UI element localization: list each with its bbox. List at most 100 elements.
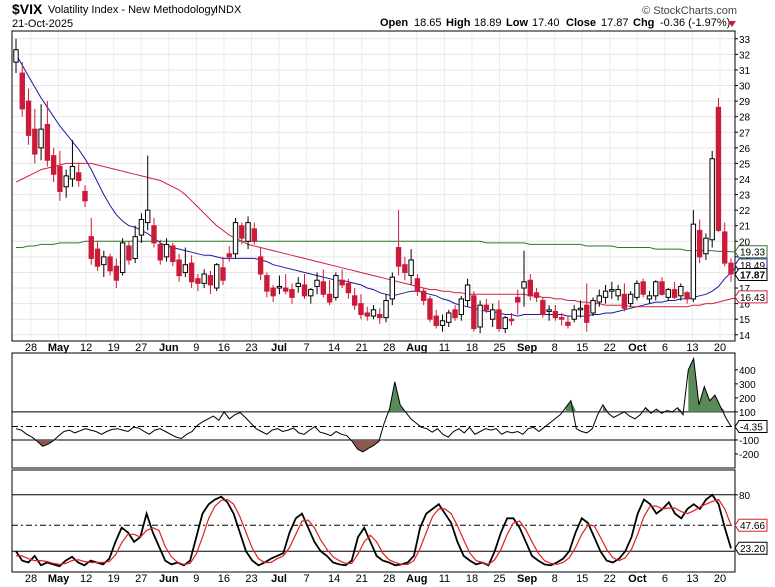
- candle: [546, 305, 552, 321]
- candle-body: [634, 282, 640, 298]
- candle-body: [577, 307, 584, 311]
- candle: [364, 306, 370, 321]
- candle: [615, 284, 621, 301]
- x-tick-label: 8: [552, 342, 558, 354]
- candle-body: [527, 279, 533, 297]
- candle: [69, 140, 76, 187]
- candle-body: [314, 279, 320, 287]
- candle-body: [25, 100, 32, 136]
- candle-body: [226, 253, 232, 258]
- candle-body: [621, 293, 628, 309]
- candle-body: [402, 264, 408, 273]
- candle: [659, 277, 665, 296]
- candle-body: [533, 292, 540, 298]
- x-tick-label: 12: [80, 573, 92, 585]
- candle-body: [489, 309, 496, 320]
- candle: [515, 289, 521, 315]
- candle-body: [276, 285, 283, 289]
- price-tick-label: 20: [739, 237, 751, 248]
- candle-body: [264, 275, 270, 292]
- candle: [138, 213, 145, 243]
- candle: [82, 185, 88, 208]
- x-tick-label: 25: [493, 573, 505, 585]
- candle-body: [188, 262, 195, 283]
- x-tick-label: 22: [604, 342, 616, 354]
- cci-value-label: -4.35: [740, 423, 763, 434]
- candle: [257, 247, 264, 281]
- x-tick-label: 28: [383, 573, 395, 585]
- x-tick-label: 27: [135, 573, 147, 585]
- cci-oversold-fill: [37, 440, 385, 452]
- price-tick-label: 23: [739, 191, 751, 202]
- chg-label: Chg: [633, 17, 654, 29]
- candle: [301, 274, 308, 299]
- close-label: Close: [566, 17, 596, 29]
- candle: [314, 272, 320, 295]
- open-value: 18.65: [414, 17, 442, 29]
- candle: [377, 308, 383, 324]
- close-value: 17.87: [601, 17, 629, 29]
- x-tick-label: 14: [328, 342, 340, 354]
- candle: [88, 217, 94, 265]
- stoch-line-k: [15, 493, 732, 568]
- candle: [220, 256, 226, 285]
- candle-body: [326, 293, 333, 303]
- candle-body: [145, 209, 151, 224]
- stoch-tick-label: 80: [739, 491, 751, 502]
- cci-line: [15, 356, 732, 453]
- candle: [508, 312, 515, 326]
- candle: [239, 222, 245, 245]
- candle-body: [377, 314, 383, 319]
- symbol-title: $VIX: [12, 1, 43, 17]
- price-tag: 19.33: [734, 245, 768, 259]
- candle-body: [584, 304, 590, 323]
- candle-body: [452, 309, 458, 319]
- candle-body: [320, 281, 327, 295]
- cci-axis: 400 300 200 100 -100 -200 -4.35: [734, 366, 768, 461]
- candle: [402, 256, 408, 281]
- x-tick-label: 13: [686, 573, 698, 585]
- x-tick-label: 11: [439, 573, 450, 585]
- price-tick-label: 33: [739, 35, 751, 46]
- watermark: © StockCharts.com: [642, 5, 737, 17]
- candle: [571, 305, 577, 323]
- stoch-value-tag: [734, 518, 768, 532]
- stoch-value-label: 47.66: [740, 521, 765, 532]
- candle: [533, 288, 540, 303]
- price-tick-label: 25: [739, 159, 751, 170]
- candle: [276, 275, 283, 295]
- candle-body: [370, 309, 377, 317]
- stoch-grid: [12, 494, 735, 552]
- x-tick-label: 12: [80, 342, 92, 354]
- stoch-value-tag: [734, 541, 768, 555]
- candle-body: [609, 289, 615, 292]
- candle-body: [565, 321, 571, 326]
- candle-body: [684, 292, 690, 300]
- price-tag-box: [734, 267, 768, 281]
- candle-body: [471, 295, 477, 330]
- candle-body: [646, 295, 653, 300]
- candle: [345, 278, 352, 299]
- stoch-line-d: [16, 498, 732, 566]
- price-tick-label: 30: [739, 82, 751, 93]
- candle-body: [515, 296, 521, 303]
- candle-body: [602, 290, 609, 298]
- ma-line-ma20: [15, 54, 744, 317]
- candle-body: [358, 303, 364, 316]
- x-tick-label: Jul: [271, 573, 287, 585]
- candle-body: [119, 242, 126, 273]
- cci-tick-label: 400: [739, 366, 756, 377]
- candle: [370, 305, 377, 320]
- candle-body: [477, 304, 483, 328]
- cci-series-line: [15, 356, 732, 453]
- candle: [176, 253, 182, 282]
- x-tick-label: 19: [108, 573, 120, 585]
- candle-body: [182, 264, 189, 273]
- x-tick-label: May: [48, 573, 70, 585]
- price-tick-label: 17: [739, 284, 751, 295]
- candle-body: [176, 259, 182, 277]
- price-tick-label: 21: [739, 222, 751, 233]
- candle-body: [50, 155, 57, 175]
- candle: [395, 210, 402, 276]
